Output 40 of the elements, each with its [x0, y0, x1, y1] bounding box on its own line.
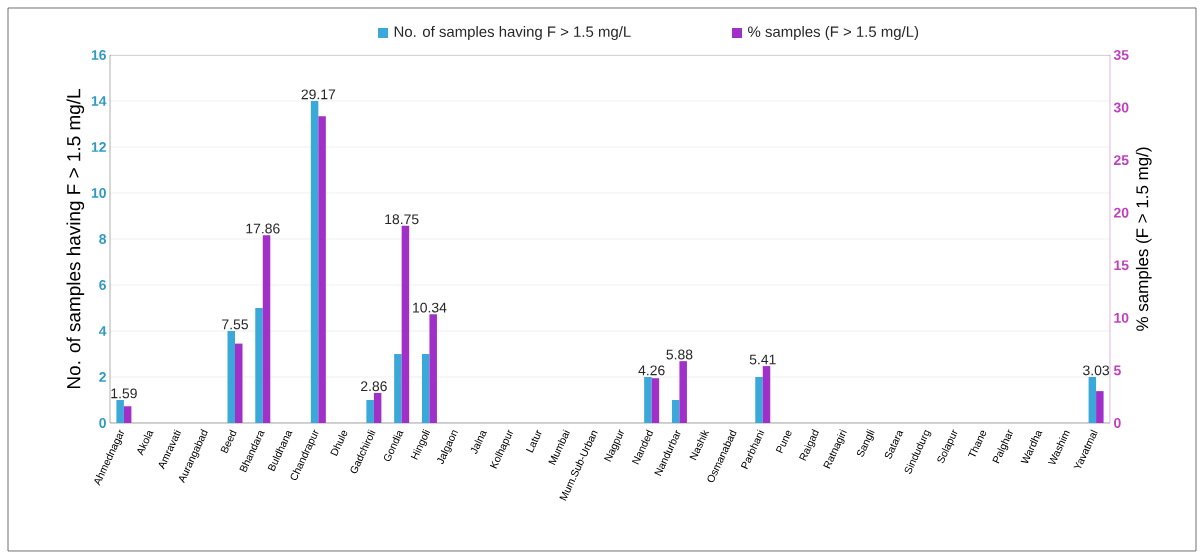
x-tick-label: Jalna [470, 430, 487, 454]
bar [401, 225, 410, 423]
data-label: 1.59 [111, 388, 137, 399]
y2-tick-label: 10 [1114, 312, 1129, 323]
y2-tick-label: 30 [1113, 102, 1129, 113]
data-label: 3.03 [1083, 365, 1110, 376]
data-label: 5.41 [749, 354, 776, 365]
data-label: 18.75 [385, 214, 419, 225]
y-tick-label: 12 [91, 142, 106, 152]
x-tick-label: Akola [137, 430, 154, 456]
data-label: 5.88 [666, 349, 693, 360]
data-label: 29.17 [301, 89, 336, 100]
y-tick-label: 6 [99, 280, 106, 290]
y-axis-title: No. of samples having F > 1.5 mg/L [66, 89, 85, 388]
bar [679, 361, 687, 423]
y2-tick-label: 20 [1113, 207, 1129, 218]
y-tick-label: 10 [91, 188, 106, 198]
y2-tick-label: 5 [1113, 365, 1121, 376]
y2-tick-label: 35 [1113, 50, 1129, 60]
y-tick-label: 2 [99, 372, 106, 382]
y2-axis-title: % samples (F > 1.5 mg/) [1135, 147, 1152, 331]
y-tick-label: 0 [99, 418, 106, 428]
data-label: 17.86 [246, 223, 280, 234]
x-tick-label: Beed [220, 429, 237, 454]
data-label: 2.86 [361, 381, 387, 392]
x-tick-label: Latur [526, 429, 542, 453]
y-tick-label: 4 [98, 326, 107, 336]
data-label: 10.34 [413, 302, 447, 313]
x-tick-label: Dhule [330, 430, 348, 456]
legend-label: No. of samples having F > 1.5 mg/L [394, 26, 631, 40]
y2-tick-label: 0 [1114, 418, 1121, 428]
y2-tick-label: 25 [1113, 155, 1129, 166]
data-label: 7.55 [222, 319, 248, 330]
y-tick-label: 8 [99, 234, 107, 244]
data-label: 4.26 [638, 365, 665, 376]
y-tick-label: 16 [91, 50, 106, 60]
y-tick-label: 14 [91, 96, 107, 106]
x-tick-label: Pune [775, 430, 792, 454]
y2-tick-label: 15 [1114, 260, 1129, 271]
legend-label: % samples (F > 1.5 mg/L) [748, 26, 919, 40]
